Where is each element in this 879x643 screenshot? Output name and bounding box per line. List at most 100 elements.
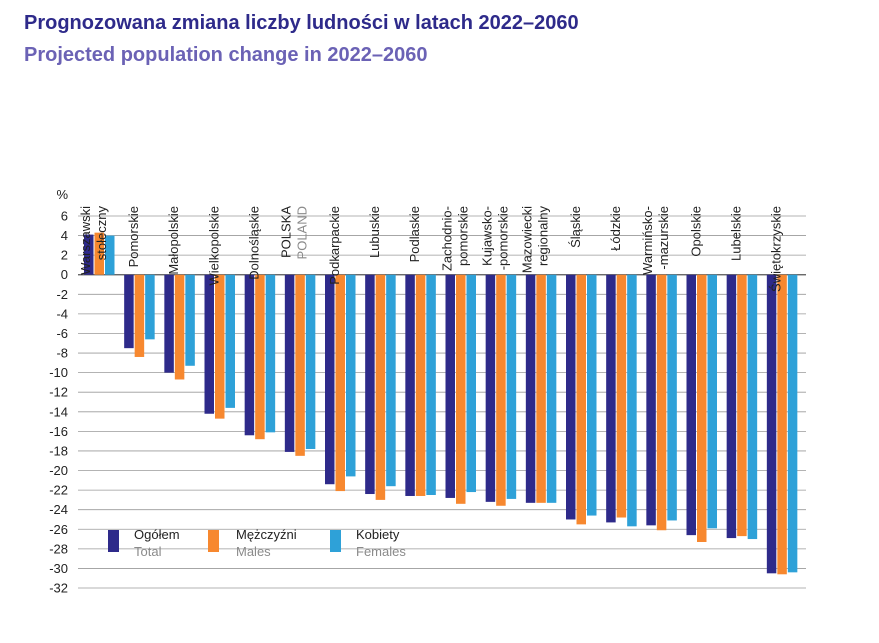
category-label: Świętokrzyskie <box>769 206 784 292</box>
y-tick-label: -2 <box>56 287 68 302</box>
bar-total <box>726 274 737 539</box>
bar-males <box>777 274 787 575</box>
chart-title-en: Projected population change in 2022–2060 <box>24 44 428 66</box>
bar-total <box>646 274 656 526</box>
bar-total <box>365 274 375 495</box>
bar-females <box>787 274 798 573</box>
category-label: Lubelskie <box>728 206 743 261</box>
bar-total <box>325 274 335 485</box>
bar-males <box>134 274 145 357</box>
y-tick-label: 4 <box>61 228 68 243</box>
bar-females <box>506 274 517 499</box>
bar-males <box>94 232 104 275</box>
legend-swatch-males <box>208 530 219 552</box>
category-label: Opolskie <box>688 206 703 257</box>
bar-females <box>105 235 115 275</box>
bar-total <box>485 274 496 502</box>
category-label: Warszawskistołeczny <box>78 206 109 275</box>
category-label: Warmińsko--mazurskie <box>640 206 671 275</box>
bar-males <box>335 274 345 492</box>
legend-label: Kobiety <box>356 527 400 542</box>
bar-total <box>525 274 536 503</box>
y-tick-label: -32 <box>49 581 68 596</box>
bar-males <box>295 274 305 456</box>
bar-females <box>707 274 717 529</box>
bar-total <box>606 274 616 523</box>
bar-total <box>566 274 576 520</box>
y-tick-label: -12 <box>49 385 68 400</box>
y-tick-label: -14 <box>49 404 68 419</box>
y-tick-label: -10 <box>49 365 68 380</box>
y-tick-label: 0 <box>61 267 68 282</box>
bar-females <box>466 274 476 493</box>
category-label: Łódzkie <box>608 206 623 251</box>
y-tick-label: -28 <box>49 541 68 556</box>
category-label: Mazowieckiregionalny <box>520 206 551 274</box>
bar-males <box>255 274 265 440</box>
bar-females <box>386 274 396 487</box>
category-label: Lubuskie <box>367 206 382 258</box>
legend-label: Mężczyźni <box>236 527 297 542</box>
bar-total <box>284 274 295 452</box>
category-label: Wielkopolskie <box>206 206 221 285</box>
bar-males <box>496 274 506 506</box>
bar-females <box>265 274 276 433</box>
bar-males <box>656 274 667 531</box>
legend-label-en: Females <box>356 544 406 559</box>
bar-females <box>145 274 155 340</box>
bar-females <box>667 274 677 521</box>
bar-males <box>375 274 386 500</box>
legend-swatch-total <box>108 530 119 552</box>
y-tick-label: -24 <box>49 502 68 517</box>
bar-females <box>627 274 637 527</box>
bar-total <box>766 274 777 574</box>
category-label: Pomorskie <box>126 206 141 267</box>
bar-total <box>686 274 696 536</box>
y-tick-label: 6 <box>61 209 68 224</box>
bar-males <box>616 274 627 518</box>
bar-total <box>244 274 255 436</box>
category-label: Podlaskie <box>407 206 422 262</box>
category-label: Śląskie <box>568 206 583 248</box>
bar-total <box>405 274 415 496</box>
bar-females <box>426 274 436 495</box>
y-tick-label: -16 <box>49 424 68 439</box>
bar-females <box>747 274 758 540</box>
bar-males <box>737 274 747 537</box>
bar-total <box>164 274 174 373</box>
category-label: Zachodnio-pomorskie <box>439 206 470 271</box>
bar-males <box>536 274 546 503</box>
bar-total <box>445 274 455 498</box>
chart-title-pl: Prognozowana zmiana liczby ludności w la… <box>24 12 579 34</box>
bar-males <box>576 274 586 525</box>
legend-swatch-females <box>330 530 341 552</box>
bar-total <box>124 274 134 349</box>
y-tick-label: -20 <box>49 463 68 478</box>
y-tick-label: -18 <box>49 443 68 458</box>
bar-females <box>185 274 195 366</box>
y-tick-label: -30 <box>49 561 68 576</box>
y-tick-label: -26 <box>49 522 68 537</box>
bar-females <box>225 274 235 408</box>
legend-label-en: Males <box>236 544 271 559</box>
bar-females <box>587 274 597 516</box>
y-unit-label: % <box>56 187 68 202</box>
bar-males <box>697 274 707 542</box>
y-tick-label: -8 <box>56 346 68 361</box>
y-tick-label: -4 <box>56 306 68 321</box>
bar-females <box>346 274 356 477</box>
y-tick-label: -6 <box>56 326 68 341</box>
category-label: Dolnośląskie <box>246 206 261 280</box>
bar-males <box>174 274 185 380</box>
bar-males <box>456 274 466 504</box>
legend-label: Ogółem <box>134 527 180 542</box>
bar-total <box>204 274 214 414</box>
legend-label-en: Total <box>134 544 162 559</box>
y-tick-label: -22 <box>49 483 68 498</box>
category-label: Podkarpackie <box>327 206 342 285</box>
bar-total <box>84 234 94 275</box>
bar-males <box>415 274 426 496</box>
category-label: Kujawsko--pomorskie <box>479 206 510 270</box>
bar-males <box>215 274 225 419</box>
